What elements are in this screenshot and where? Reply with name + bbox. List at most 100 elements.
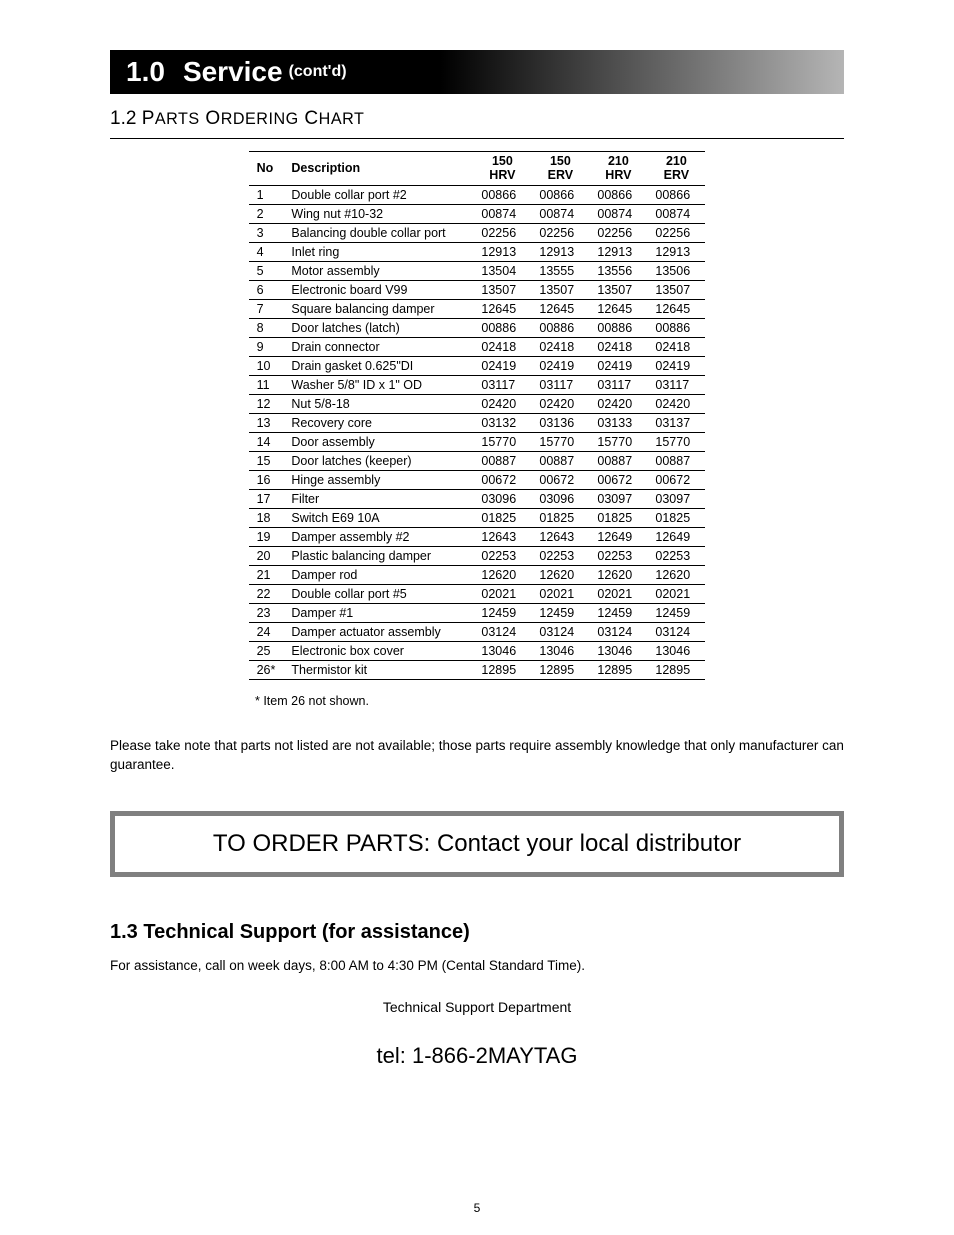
cell-partno: 12645 bbox=[647, 299, 705, 318]
cell-partno: 00866 bbox=[589, 185, 647, 204]
cell-partno: 02256 bbox=[531, 223, 589, 242]
cell-no: 12 bbox=[249, 394, 284, 413]
cell-description: Door latches (keeper) bbox=[283, 451, 473, 470]
cell-partno: 12649 bbox=[589, 527, 647, 546]
cell-no: 15 bbox=[249, 451, 284, 470]
cell-partno: 03132 bbox=[473, 413, 531, 432]
cell-partno: 00874 bbox=[647, 204, 705, 223]
cell-no: 8 bbox=[249, 318, 284, 337]
tech-support-phone: tel: 1-866-2MAYTAG bbox=[110, 1043, 844, 1069]
parts-chart-heading: 1.2 PARTS ORDERING CHART bbox=[110, 108, 844, 139]
cell-partno: 00887 bbox=[531, 451, 589, 470]
table-row: 2Wing nut #10-3200874008740087400874 bbox=[249, 204, 706, 223]
cell-partno: 12895 bbox=[589, 660, 647, 679]
cell-partno: 00874 bbox=[589, 204, 647, 223]
cell-partno: 13507 bbox=[473, 280, 531, 299]
cell-partno: 00672 bbox=[647, 470, 705, 489]
cell-description: Square balancing damper bbox=[283, 299, 473, 318]
cell-partno: 00887 bbox=[473, 451, 531, 470]
cell-no: 4 bbox=[249, 242, 284, 261]
table-row: 10Drain gasket 0.625"DI02419024190241902… bbox=[249, 356, 706, 375]
tech-support-dept: Technical Support Department bbox=[110, 999, 844, 1015]
cell-no: 17 bbox=[249, 489, 284, 508]
cell-partno: 02021 bbox=[531, 584, 589, 603]
cell-partno: 02418 bbox=[473, 337, 531, 356]
cell-no: 16 bbox=[249, 470, 284, 489]
cell-partno: 03117 bbox=[589, 375, 647, 394]
cell-description: Drain connector bbox=[283, 337, 473, 356]
cell-partno: 02021 bbox=[647, 584, 705, 603]
cell-no: 23 bbox=[249, 603, 284, 622]
parts-chart-heading-number: 1.2 bbox=[110, 108, 136, 129]
cell-no: 6 bbox=[249, 280, 284, 299]
page-number: 5 bbox=[0, 1201, 954, 1215]
table-row: 11Washer 5/8" ID x 1" OD0311703117031170… bbox=[249, 375, 706, 394]
cell-partno: 12895 bbox=[647, 660, 705, 679]
cell-partno: 02419 bbox=[647, 356, 705, 375]
table-row: 17Filter03096030960309703097 bbox=[249, 489, 706, 508]
cell-partno: 02256 bbox=[589, 223, 647, 242]
cell-partno: 12895 bbox=[473, 660, 531, 679]
cell-partno: 01825 bbox=[531, 508, 589, 527]
cell-partno: 00866 bbox=[473, 185, 531, 204]
cell-partno: 12913 bbox=[589, 242, 647, 261]
parts-table-wrapper: NoDescription150HRV150ERV210HRV210ERV1Do… bbox=[110, 151, 844, 680]
cell-partno: 02420 bbox=[647, 394, 705, 413]
cell-partno: 00866 bbox=[531, 185, 589, 204]
cell-description: Damper rod bbox=[283, 565, 473, 584]
cell-partno: 12643 bbox=[531, 527, 589, 546]
table-row: 20Plastic balancing damper02253022530225… bbox=[249, 546, 706, 565]
cell-partno: 13046 bbox=[473, 641, 531, 660]
cell-description: Recovery core bbox=[283, 413, 473, 432]
cell-partno: 13555 bbox=[531, 261, 589, 280]
cell-no: 21 bbox=[249, 565, 284, 584]
cell-no: 24 bbox=[249, 622, 284, 641]
table-row: 7Square balancing damper1264512645126451… bbox=[249, 299, 706, 318]
document-page: 1.0 Service (cont'd) 1.2 PARTS ORDERING … bbox=[0, 0, 954, 1235]
availability-note: Please take note that parts not listed a… bbox=[110, 736, 844, 775]
header-title: Service bbox=[183, 56, 283, 88]
cell-partno: 13507 bbox=[589, 280, 647, 299]
table-row: 14Door assembly15770157701577015770 bbox=[249, 432, 706, 451]
cell-partno: 00672 bbox=[589, 470, 647, 489]
table-row: 6Electronic board V991350713507135071350… bbox=[249, 280, 706, 299]
cell-partno: 00886 bbox=[589, 318, 647, 337]
tech-support-heading: 1.3 Technical Support (for assistance) bbox=[110, 921, 844, 944]
cell-partno: 15770 bbox=[647, 432, 705, 451]
cell-partno: 03124 bbox=[647, 622, 705, 641]
cell-no: 5 bbox=[249, 261, 284, 280]
table-row: 22Double collar port #502021020210202102… bbox=[249, 584, 706, 603]
cell-partno: 02256 bbox=[473, 223, 531, 242]
cell-partno: 13507 bbox=[531, 280, 589, 299]
table-row: 15Door latches (keeper)00887008870088700… bbox=[249, 451, 706, 470]
col-header-model: 210HRV bbox=[589, 152, 647, 186]
table-row: 23Damper #112459124591245912459 bbox=[249, 603, 706, 622]
cell-partno: 12620 bbox=[647, 565, 705, 584]
cell-no: 19 bbox=[249, 527, 284, 546]
cell-partno: 00886 bbox=[473, 318, 531, 337]
cell-partno: 02419 bbox=[589, 356, 647, 375]
cell-partno: 13046 bbox=[531, 641, 589, 660]
col-header-description: Description bbox=[283, 152, 473, 186]
cell-partno: 03124 bbox=[589, 622, 647, 641]
parts-chart-heading-text: PARTS ORDERING CHART bbox=[142, 108, 365, 129]
cell-partno: 03096 bbox=[473, 489, 531, 508]
cell-no: 25 bbox=[249, 641, 284, 660]
cell-partno: 02021 bbox=[473, 584, 531, 603]
cell-partno: 02256 bbox=[647, 223, 705, 242]
cell-partno: 12913 bbox=[647, 242, 705, 261]
cell-partno: 00887 bbox=[589, 451, 647, 470]
cell-partno: 02419 bbox=[531, 356, 589, 375]
table-row: 18Switch E69 10A01825018250182501825 bbox=[249, 508, 706, 527]
cell-description: Damper #1 bbox=[283, 603, 473, 622]
cell-partno: 02253 bbox=[647, 546, 705, 565]
cell-partno: 12913 bbox=[473, 242, 531, 261]
table-row: 12Nut 5/8-1802420024200242002420 bbox=[249, 394, 706, 413]
cell-partno: 00886 bbox=[647, 318, 705, 337]
cell-partno: 02418 bbox=[531, 337, 589, 356]
cell-description: Thermistor kit bbox=[283, 660, 473, 679]
table-row: 24Damper actuator assembly03124031240312… bbox=[249, 622, 706, 641]
cell-partno: 13556 bbox=[589, 261, 647, 280]
cell-partno: 02419 bbox=[473, 356, 531, 375]
cell-description: Balancing double collar port bbox=[283, 223, 473, 242]
